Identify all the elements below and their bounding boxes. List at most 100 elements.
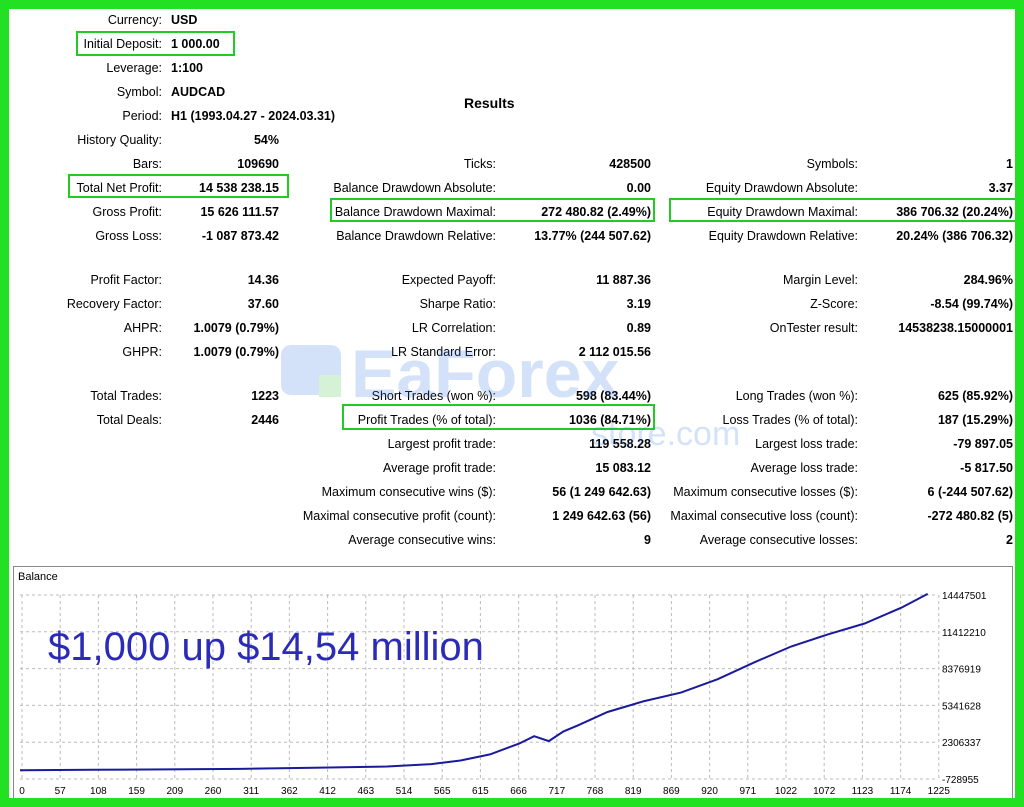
col1-value: 14 538 238.15 xyxy=(199,181,279,195)
col1-value: 1.0079 (0.79%) xyxy=(193,345,279,359)
col2-label: Short Trades (won %): xyxy=(371,389,496,403)
col3-label: Average loss trade: xyxy=(750,461,858,475)
col2-label: Expected Payoff: xyxy=(401,273,496,287)
col3-value: -5 817.50 xyxy=(960,461,1013,475)
col1-value: 15 626 111.57 xyxy=(200,205,279,219)
col2-label: Balance Drawdown Absolute: xyxy=(333,181,496,195)
x-tick-label: 1174 xyxy=(890,786,912,797)
col3-label: Loss Trades (% of total): xyxy=(722,413,858,427)
x-tick-label: 717 xyxy=(548,786,565,797)
col3-value: -8.54 (99.74%) xyxy=(930,297,1013,311)
x-tick-label: 57 xyxy=(55,786,67,797)
col1-value: 2446 xyxy=(251,413,279,427)
col2-value: 0.00 xyxy=(626,181,651,195)
balance-chart: 14447501 11412210 8376919 5341628 2306337 -72… xyxy=(13,566,1013,798)
col2-value: 428500 xyxy=(609,157,651,171)
col1-value: 1 000.00 xyxy=(171,37,220,51)
col2-value: 15 083.12 xyxy=(595,461,651,475)
chart-title: Balance xyxy=(18,571,58,583)
col1-label: Total Deals: xyxy=(96,413,162,427)
col3-label: Maximum consecutive losses ($): xyxy=(673,485,858,499)
col3-value: 1 xyxy=(1006,157,1013,171)
col3-value: -79 897.05 xyxy=(953,437,1013,451)
col3-value: 20.24% (386 706.32) xyxy=(896,229,1013,243)
col2-value: 13.77% (244 507.62) xyxy=(534,229,651,243)
col2-value: 9 xyxy=(644,533,651,547)
col1-label: Total Net Profit: xyxy=(76,181,162,195)
col1-value: 1223 xyxy=(251,389,279,403)
col3-label: Maximal consecutive loss (count): xyxy=(670,509,858,523)
x-tick-label: 615 xyxy=(472,786,489,797)
col1-value: 54% xyxy=(253,133,279,147)
x-tick-label: 819 xyxy=(625,786,642,797)
col2-label: Profit Trades (% of total): xyxy=(357,413,496,427)
highlight-profit-trades xyxy=(342,404,655,430)
col1-label: Profit Factor: xyxy=(90,273,162,287)
col3-value: 2 xyxy=(1006,533,1013,547)
col1-value: 1:100 xyxy=(171,61,203,75)
x-tick-label: 108 xyxy=(90,786,107,797)
col2-value: 11 887.36 xyxy=(596,273,651,287)
col2-value: 56 (1 249 642.63) xyxy=(552,485,651,499)
col1-value: 14.36 xyxy=(247,273,279,287)
col2-label: Balance Drawdown Relative: xyxy=(336,229,496,243)
highlight-initial-deposit xyxy=(76,31,235,56)
x-tick-label: 463 xyxy=(357,786,374,797)
col3-value: 386 706.32 (20.24%) xyxy=(896,205,1013,219)
x-tick-label: 260 xyxy=(205,786,222,797)
col2-value: 598 (83.44%) xyxy=(575,389,651,403)
col3-value: 14538238.15000001 xyxy=(898,321,1013,335)
x-tick-label: 514 xyxy=(396,786,413,797)
col3-value: 284.96% xyxy=(963,273,1013,287)
col1-label: Leverage: xyxy=(106,61,162,75)
col1-label: GHPR: xyxy=(122,345,162,359)
col2-label: Maximum consecutive wins ($): xyxy=(321,485,496,499)
col1-value: 37.60 xyxy=(247,297,279,311)
col2-value: 1 249 642.63 (56) xyxy=(552,509,651,523)
col3-label: OnTester result: xyxy=(769,321,858,335)
col2-value: 1036 (84.71%) xyxy=(568,413,651,427)
col1-label: Gross Loss: xyxy=(95,229,162,243)
results-title: Results xyxy=(464,95,515,111)
col1-label: AHPR: xyxy=(123,321,162,335)
x-tick-label: 768 xyxy=(587,786,604,797)
x-tick-label: 565 xyxy=(434,786,451,797)
y-tick-label: -728955 xyxy=(942,775,979,786)
x-tick-label: 1123 xyxy=(852,786,874,797)
col1-label: Currency: xyxy=(107,13,162,27)
report: Results Currency: USD Initial Deposit: 1 00… xyxy=(9,9,1015,559)
col3-value: 3.37 xyxy=(988,181,1013,195)
col2-label: Average consecutive wins: xyxy=(348,533,496,547)
col2-label: Largest profit trade: xyxy=(387,437,496,451)
highlight-equity-dd xyxy=(669,198,1015,222)
col1-label: Period: xyxy=(122,109,162,123)
col2-label: Balance Drawdown Maximal: xyxy=(334,205,496,219)
x-tick-label: 971 xyxy=(739,786,756,797)
x-tick-label: 412 xyxy=(319,786,336,797)
caption: $1,000 up $14,54 million xyxy=(48,625,484,669)
col1-value: 1.0079 (0.79%) xyxy=(193,321,279,335)
y-tick-label: 14447501 xyxy=(942,591,987,602)
col3-label: Equity Drawdown Maximal: xyxy=(707,205,858,219)
balance-chart-svg: 14447501 11412210 8376919 5341628 2306337 -72… xyxy=(19,591,987,797)
col3-label: Symbols: xyxy=(806,157,858,171)
col3-value: -272 480.82 (5) xyxy=(927,509,1013,523)
col3-label: Equity Drawdown Absolute: xyxy=(705,181,858,195)
y-tick-label: 2306337 xyxy=(942,738,981,749)
col3-label: Largest loss trade: xyxy=(755,437,858,451)
col1-label: Initial Deposit: xyxy=(83,37,162,51)
x-tick-label: 920 xyxy=(701,786,718,797)
col1-value: USD xyxy=(171,13,198,27)
col1-value: 109690 xyxy=(237,157,279,171)
col2-label: Maximal consecutive profit (count): xyxy=(302,509,496,523)
col1-label: Recovery Factor: xyxy=(66,297,162,311)
col2-value: 3.19 xyxy=(626,297,651,311)
col1-value: H1 (1993.04.27 - 2024.03.31) xyxy=(171,109,336,123)
col2-label: LR Correlation: xyxy=(411,321,496,335)
col1-label: History Quality: xyxy=(77,133,162,147)
x-tick-label: 869 xyxy=(663,786,680,797)
x-tick-label: 1072 xyxy=(813,786,836,797)
col3-label: Average consecutive losses: xyxy=(699,533,858,547)
col1-label: Bars: xyxy=(132,157,162,171)
